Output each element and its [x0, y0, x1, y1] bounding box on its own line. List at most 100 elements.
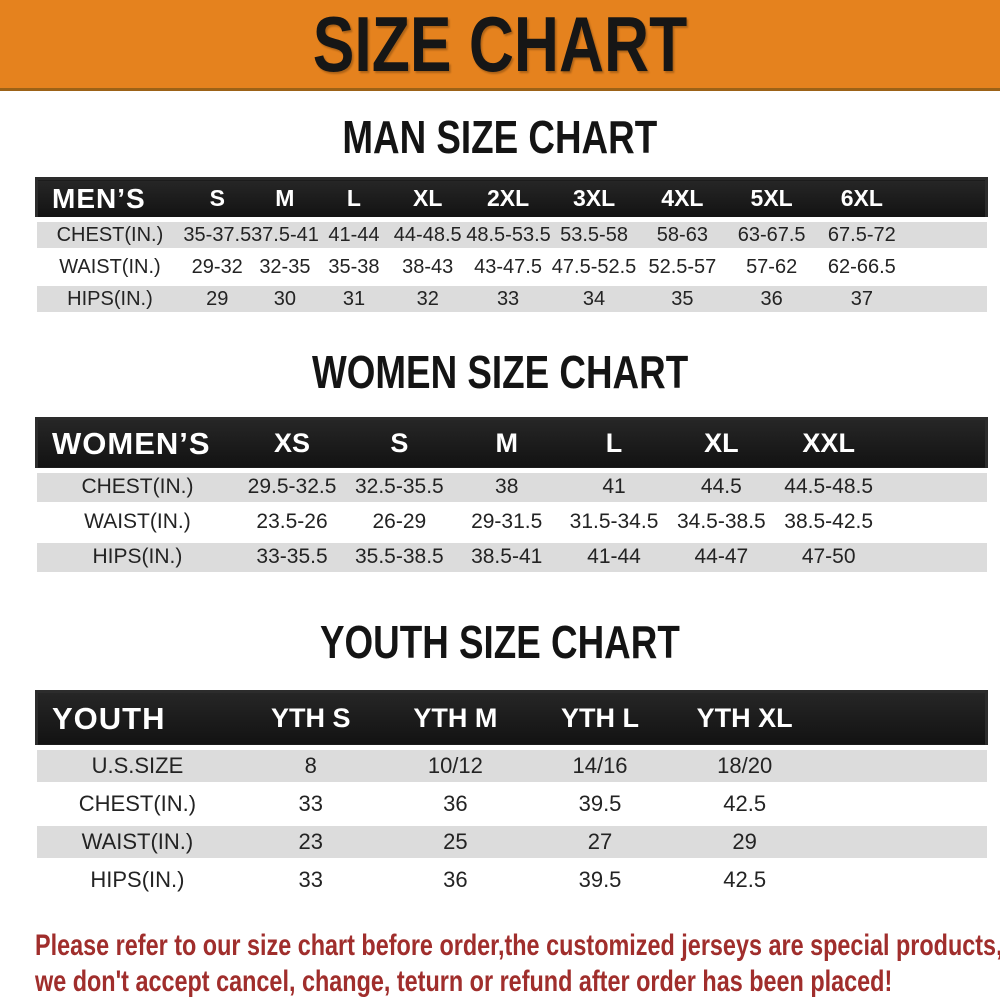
row-filler-cell: [882, 504, 987, 543]
cell-value: 38-43: [389, 251, 467, 287]
column-header: 3XL: [549, 177, 639, 222]
banner-title: SIZE CHART: [312, 0, 688, 88]
row-label: HIPS(IN.): [36, 860, 239, 902]
cell-value: 37.5-41: [251, 217, 319, 255]
cell-value: 41-44: [318, 217, 390, 255]
cell-value: 38: [453, 467, 561, 508]
women-size-chart-section: WOMEN SIZE CHART WOMEN’S XS S M L XL XXL CHEST…: [0, 346, 1000, 578]
cell-value: 36: [383, 860, 528, 902]
women-size-table-wrap: WOMEN’S XS S M L XL XXL CHEST(IN.) 29.5-32.5 32.…: [35, 416, 989, 578]
cell-value: 57-62: [726, 251, 817, 287]
cell-value: 43-47.5: [466, 251, 550, 287]
table-row: HIPS(IN.) 29 30 31 32 33 34 35 36 37: [36, 283, 987, 319]
cell-value: 44.5-48.5: [775, 467, 883, 508]
column-header: M: [251, 177, 319, 222]
column-header: XL: [667, 416, 776, 472]
table-corner-label: WOMEN’S: [35, 416, 239, 472]
table-corner-label: YOUTH: [35, 689, 239, 749]
cell-value: 29.5-32.5: [238, 467, 346, 508]
header-filler-cell: [906, 177, 988, 222]
row-filler-cell: [882, 539, 987, 578]
column-header: XL: [389, 177, 467, 222]
row-label: WAIST(IN.): [36, 251, 184, 287]
cell-value: 63-67.5: [726, 217, 817, 255]
row-label: CHEST(IN.): [36, 217, 184, 255]
footer-note-line-1: Please refer to our size chart before or…: [35, 928, 1000, 962]
youth-section-heading: YOUTH SIZE CHART: [0, 615, 1000, 668]
row-label: HIPS(IN.): [36, 283, 184, 319]
table-row: CHEST(IN.) 29.5-32.5 32.5-35.5 38 41 44.5 44.5…: [36, 467, 987, 508]
table-row: HIPS(IN.) 33-35.5 35.5-38.5 38.5-41 41-44 44-…: [36, 539, 987, 578]
cell-value: 32: [389, 283, 467, 319]
column-header: YTH M: [383, 689, 528, 749]
cell-value: 41: [560, 467, 668, 508]
cell-value: 33: [238, 860, 384, 902]
row-filler-cell: [906, 283, 987, 319]
row-filler-cell: [817, 744, 987, 788]
cell-value: 18/20: [672, 744, 817, 788]
cell-value: 30: [251, 283, 319, 319]
cell-value: 38.5-42.5: [775, 504, 883, 543]
man-table-header-row: MEN’S S M L XL 2XL 3XL 4XL 5XL 6XL: [35, 177, 988, 222]
women-size-table: WOMEN’S XS S M L XL XXL CHEST(IN.) 29.5-32.5 32.…: [35, 416, 989, 578]
cell-value: 23: [238, 822, 384, 864]
cell-value: 26-29: [345, 504, 454, 543]
column-header: 6XL: [816, 177, 907, 222]
column-header: M: [453, 416, 561, 472]
row-label: WAIST(IN.): [36, 822, 239, 864]
row-filler-cell: [817, 784, 987, 826]
column-header: 2XL: [466, 177, 550, 222]
cell-value: 44-47: [667, 539, 776, 578]
cell-value: 25: [383, 822, 528, 864]
cell-value: 32-35: [251, 251, 319, 287]
row-label: CHEST(IN.): [36, 467, 239, 508]
column-header: YTH S: [238, 689, 384, 749]
cell-value: 29-31.5: [453, 504, 561, 543]
cell-value: 42.5: [672, 860, 817, 902]
cell-value: 62-66.5: [816, 251, 907, 287]
youth-section-heading-text: YOUTH SIZE CHART: [320, 615, 680, 668]
cell-value: 36: [383, 784, 528, 826]
cell-value: 33: [466, 283, 550, 319]
table-row: CHEST(IN.) 33 36 39.5 42.5: [36, 784, 987, 826]
cell-value: 58-63: [638, 217, 727, 255]
row-filler-cell: [817, 860, 987, 902]
cell-value: 33-35.5: [238, 539, 346, 578]
column-header: 4XL: [638, 177, 727, 222]
women-section-heading: WOMEN SIZE CHART: [0, 346, 1000, 399]
women-section-heading-text: WOMEN SIZE CHART: [311, 346, 689, 399]
column-header: L: [560, 416, 668, 472]
cell-value: 35: [638, 283, 727, 319]
cell-value: 35.5-38.5: [345, 539, 454, 578]
table-row: HIPS(IN.) 33 36 39.5 42.5: [36, 860, 987, 902]
cell-value: 44-48.5: [389, 217, 467, 255]
cell-value: 35-38: [318, 251, 390, 287]
row-filler-cell: [882, 467, 987, 508]
column-header: XS: [238, 416, 346, 472]
cell-value: 47.5-52.5: [549, 251, 639, 287]
cell-value: 35-37.5: [183, 217, 251, 255]
row-filler-cell: [817, 822, 987, 864]
cell-value: 23.5-26: [238, 504, 346, 543]
row-filler-cell: [906, 217, 987, 255]
row-label: CHEST(IN.): [36, 784, 239, 826]
column-header: L: [318, 177, 390, 222]
man-size-table: MEN’S S M L XL 2XL 3XL 4XL 5XL 6XL CHEST(IN.) 35-3…: [35, 177, 988, 319]
cell-value: 29: [672, 822, 817, 864]
header-filler-cell: [882, 416, 989, 472]
cell-value: 31.5-34.5: [560, 504, 668, 543]
cell-value: 29-32: [183, 251, 252, 287]
row-filler-cell: [906, 251, 987, 287]
cell-value: 8: [238, 744, 384, 788]
cell-value: 37: [816, 283, 907, 319]
women-table-header-row: WOMEN’S XS S M L XL XXL: [35, 416, 989, 472]
cell-value: 52.5-57: [638, 251, 727, 287]
youth-size-chart-section: YOUTH SIZE CHART YOUTH YTH S YTH M YTH L YTH…: [0, 615, 1000, 902]
row-label: WAIST(IN.): [36, 504, 239, 543]
man-section-heading: MAN SIZE CHART: [0, 113, 1000, 162]
cell-value: 10/12: [383, 744, 528, 788]
cell-value: 42.5: [672, 784, 817, 826]
cell-value: 33: [238, 784, 384, 826]
cell-value: 34: [549, 283, 639, 319]
